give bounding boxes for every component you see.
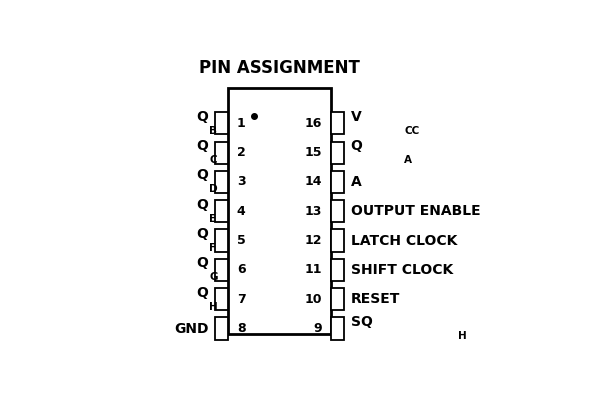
Text: OUTPUT ENABLE: OUTPUT ENABLE xyxy=(351,204,481,218)
Text: 7: 7 xyxy=(237,293,245,306)
Bar xyxy=(215,200,229,222)
Text: 13: 13 xyxy=(305,205,322,218)
Text: G: G xyxy=(209,272,218,282)
Text: Q: Q xyxy=(351,139,362,153)
Text: 1: 1 xyxy=(237,117,245,130)
Text: Q: Q xyxy=(197,168,208,182)
Text: 11: 11 xyxy=(305,263,322,276)
Text: 14: 14 xyxy=(305,176,322,188)
Bar xyxy=(215,230,229,252)
Text: 10: 10 xyxy=(305,293,322,306)
Bar xyxy=(331,230,344,252)
Text: Q: Q xyxy=(197,139,208,153)
Text: PIN ASSIGNMENT: PIN ASSIGNMENT xyxy=(199,59,360,77)
Text: SQ: SQ xyxy=(351,315,373,329)
Bar xyxy=(331,112,344,134)
Text: V: V xyxy=(351,110,361,124)
Text: B: B xyxy=(209,126,217,136)
Bar xyxy=(331,171,344,193)
Text: 2: 2 xyxy=(237,146,245,159)
Text: 15: 15 xyxy=(305,146,322,159)
Bar xyxy=(331,142,344,164)
Text: Q: Q xyxy=(197,256,208,270)
Text: C: C xyxy=(209,155,217,165)
Bar xyxy=(215,318,229,340)
Text: Q: Q xyxy=(197,110,208,124)
Bar xyxy=(215,142,229,164)
Text: 9: 9 xyxy=(314,322,322,335)
Text: 8: 8 xyxy=(237,322,245,335)
Bar xyxy=(229,88,331,334)
Bar xyxy=(331,200,344,222)
Bar xyxy=(215,288,229,310)
Text: RESET: RESET xyxy=(351,292,400,306)
Text: A: A xyxy=(404,155,412,165)
Text: 4: 4 xyxy=(237,205,245,218)
Text: 6: 6 xyxy=(237,263,245,276)
Text: 12: 12 xyxy=(305,234,322,247)
Text: F: F xyxy=(209,243,217,253)
Text: E: E xyxy=(209,214,217,224)
Text: A: A xyxy=(351,175,361,189)
Text: 3: 3 xyxy=(237,176,245,188)
Text: SHIFT CLOCK: SHIFT CLOCK xyxy=(351,263,453,277)
Bar xyxy=(215,171,229,193)
Text: LATCH CLOCK: LATCH CLOCK xyxy=(351,234,457,248)
Text: Q: Q xyxy=(197,286,208,300)
Text: H: H xyxy=(458,331,466,341)
Bar xyxy=(331,288,344,310)
Text: Q: Q xyxy=(197,198,208,212)
Text: GND: GND xyxy=(174,322,208,336)
Text: 16: 16 xyxy=(305,117,322,130)
Text: CC: CC xyxy=(404,126,419,136)
Bar xyxy=(331,318,344,340)
Bar xyxy=(215,259,229,281)
Text: D: D xyxy=(209,184,218,194)
Text: Q: Q xyxy=(197,227,208,241)
Bar xyxy=(331,259,344,281)
Bar xyxy=(215,112,229,134)
Text: H: H xyxy=(209,302,218,312)
Text: 5: 5 xyxy=(237,234,245,247)
